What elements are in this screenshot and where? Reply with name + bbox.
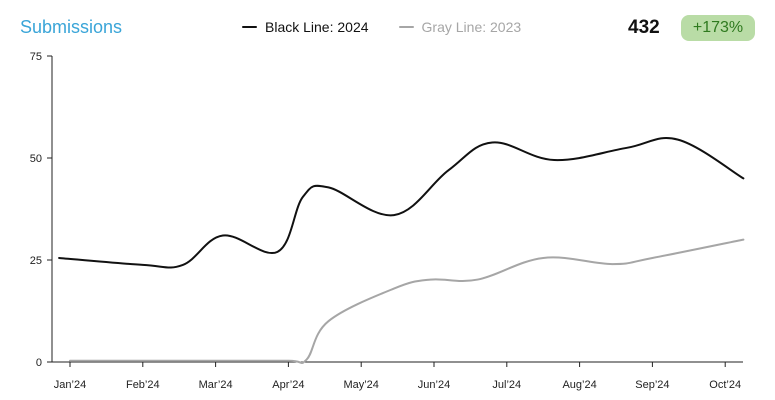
x-tick-label: Oct’24	[709, 379, 741, 391]
y-tick-label: 75	[30, 51, 42, 63]
x-tick-label: Aug’24	[562, 379, 596, 391]
series-line-gray-line-2023	[69, 238, 745, 364]
chart-title: Submissions	[20, 17, 123, 37]
chart-legend: Black Line: 2024 Gray Line: 2023	[242, 19, 551, 35]
x-tick-label: Sep’24	[635, 379, 669, 391]
legend-swatch-2023	[398, 26, 414, 28]
change-badge: +173%	[681, 15, 755, 41]
series-line-black-line-2024	[58, 137, 745, 269]
x-tick-label: May’24	[343, 379, 378, 391]
y-tick-label: 50	[30, 153, 42, 165]
x-tick-label: Mar’24	[199, 379, 233, 391]
x-tick-label: Jun’24	[418, 379, 450, 391]
legend-swatch-2024	[242, 26, 257, 28]
legend-item-2023[interactable]: Gray Line: 2023	[398, 19, 522, 35]
legend-label-2023: Gray Line: 2023	[421, 19, 522, 35]
x-tick-label: Feb’24	[126, 379, 160, 391]
total-submissions-value: 432	[628, 17, 660, 38]
x-tick-label: Jul’24	[492, 379, 521, 391]
chart-header: Submissions Black Line: 2024 Gray Line: …	[0, 0, 775, 50]
x-tick-label: Apr’24	[272, 379, 304, 391]
x-tick-label: Jan’24	[54, 379, 86, 391]
y-tick-label: 0	[36, 357, 42, 369]
legend-label-2024: Black Line: 2024	[265, 19, 369, 35]
y-tick-label: 25	[30, 255, 42, 267]
legend-item-2024[interactable]: Black Line: 2024	[242, 19, 369, 35]
